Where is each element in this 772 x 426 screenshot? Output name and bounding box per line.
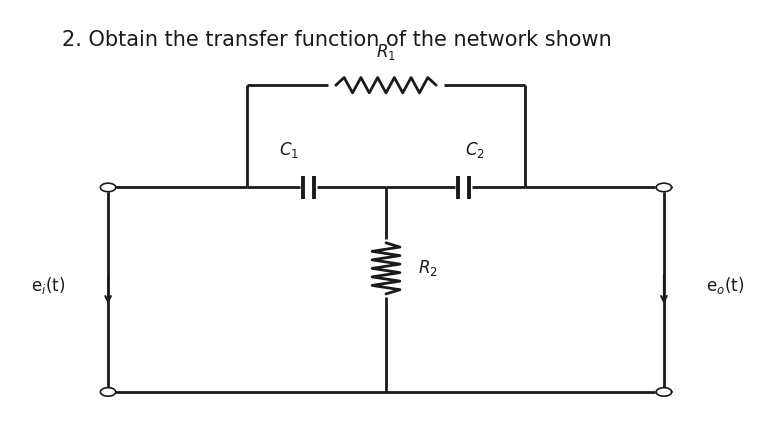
Text: e$_i$(t): e$_i$(t) [32, 275, 66, 296]
Text: R$_2$: R$_2$ [418, 259, 438, 278]
Polygon shape [100, 183, 116, 192]
Polygon shape [656, 183, 672, 192]
Text: C$_1$: C$_1$ [279, 140, 300, 160]
Polygon shape [100, 388, 116, 396]
Text: e$_o$(t): e$_o$(t) [706, 275, 744, 296]
Polygon shape [656, 388, 672, 396]
Text: R$_1$: R$_1$ [376, 42, 396, 62]
Text: C$_2$: C$_2$ [465, 140, 485, 160]
Text: 2. Obtain the transfer function of the network shown: 2. Obtain the transfer function of the n… [62, 30, 611, 50]
